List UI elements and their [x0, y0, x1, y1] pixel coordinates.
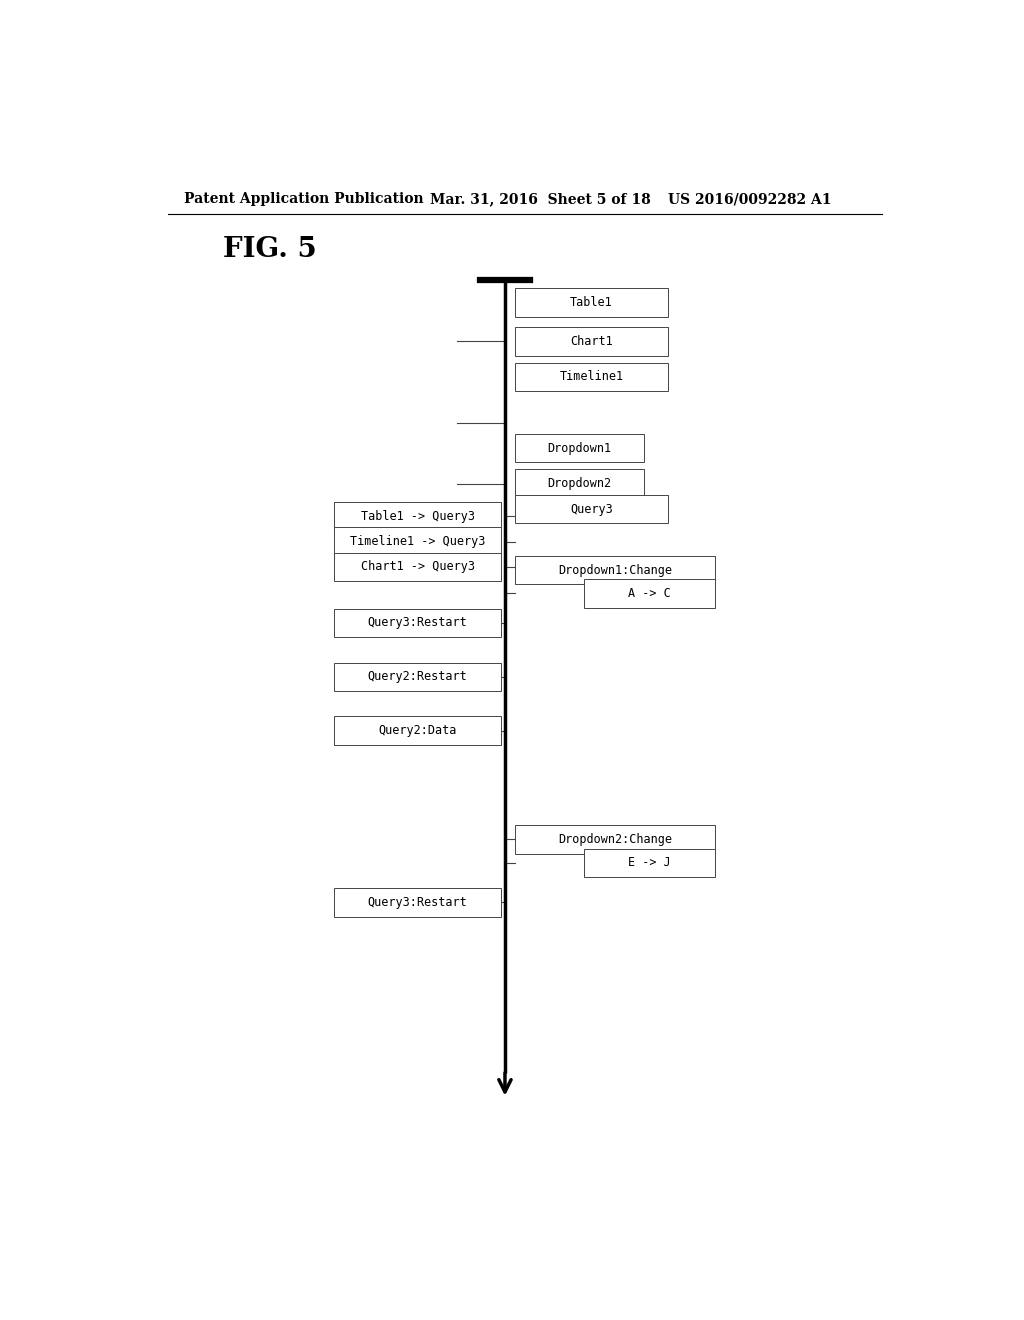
Text: Dropdown2:Change: Dropdown2:Change — [558, 833, 673, 846]
Text: Chart1: Chart1 — [570, 335, 612, 348]
FancyBboxPatch shape — [334, 609, 501, 638]
Text: Query3:Restart: Query3:Restart — [368, 616, 468, 630]
Text: Timeline1 -> Query3: Timeline1 -> Query3 — [350, 535, 485, 548]
FancyBboxPatch shape — [334, 717, 501, 744]
FancyBboxPatch shape — [334, 663, 501, 690]
Text: Query3:Restart: Query3:Restart — [368, 896, 468, 909]
Text: E -> J: E -> J — [629, 857, 671, 870]
FancyBboxPatch shape — [334, 888, 501, 916]
FancyBboxPatch shape — [334, 553, 501, 581]
FancyBboxPatch shape — [515, 470, 644, 498]
FancyBboxPatch shape — [334, 528, 501, 556]
FancyBboxPatch shape — [515, 363, 668, 391]
FancyBboxPatch shape — [515, 825, 715, 854]
Text: Chart1 -> Query3: Chart1 -> Query3 — [360, 561, 475, 573]
Text: Timeline1: Timeline1 — [559, 371, 624, 383]
Text: Patent Application Publication: Patent Application Publication — [183, 191, 423, 206]
FancyBboxPatch shape — [515, 556, 715, 585]
Text: Dropdown1: Dropdown1 — [548, 442, 611, 454]
FancyBboxPatch shape — [585, 849, 715, 876]
FancyBboxPatch shape — [334, 502, 501, 531]
Text: Dropdown2: Dropdown2 — [548, 477, 611, 490]
Text: Table1: Table1 — [570, 296, 612, 309]
Text: Query2:Data: Query2:Data — [379, 725, 457, 737]
Text: Mar. 31, 2016  Sheet 5 of 18: Mar. 31, 2016 Sheet 5 of 18 — [430, 191, 650, 206]
FancyBboxPatch shape — [515, 495, 668, 523]
Text: FIG. 5: FIG. 5 — [223, 236, 317, 264]
Text: Query2:Restart: Query2:Restart — [368, 671, 468, 684]
Text: Table1 -> Query3: Table1 -> Query3 — [360, 510, 475, 523]
Text: Query3: Query3 — [570, 503, 612, 516]
FancyBboxPatch shape — [515, 327, 668, 355]
Text: US 2016/0092282 A1: US 2016/0092282 A1 — [668, 191, 831, 206]
Text: Dropdown1:Change: Dropdown1:Change — [558, 564, 673, 577]
FancyBboxPatch shape — [515, 434, 644, 462]
FancyBboxPatch shape — [585, 579, 715, 607]
FancyBboxPatch shape — [515, 289, 668, 317]
Text: A -> C: A -> C — [629, 587, 671, 599]
